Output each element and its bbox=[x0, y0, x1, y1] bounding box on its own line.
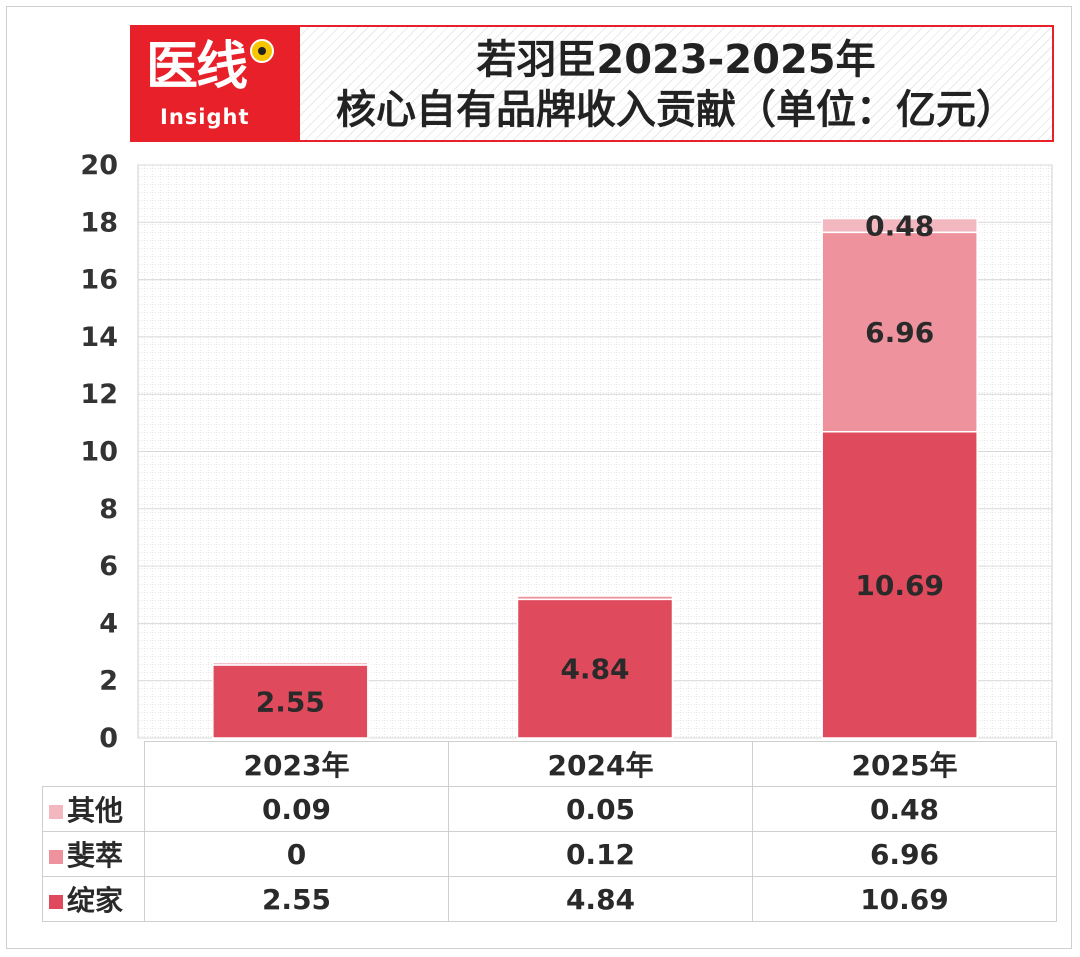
row-header-其他: 其他 bbox=[42, 786, 145, 832]
table-cell: 2.55 bbox=[144, 876, 449, 922]
y-tick-label: 4 bbox=[99, 608, 118, 639]
row-header-斐萃: 斐萃 bbox=[42, 831, 145, 877]
logo-chinese-text: 医线 bbox=[146, 37, 248, 97]
bar-labels: 2.55 4.84 10.69 6.96 0.48 bbox=[256, 209, 944, 718]
table-cell: 6.96 bbox=[752, 831, 1057, 877]
data-label: 10.69 bbox=[855, 569, 944, 602]
bar-segment-绽家 bbox=[821, 430, 978, 739]
legend-swatch-icon bbox=[49, 805, 63, 819]
bar-segment-绽家 bbox=[516, 598, 674, 739]
table-header-cell: 2023年 bbox=[144, 741, 449, 787]
bar-segment-其他 bbox=[821, 217, 978, 234]
data-label: 2.55 bbox=[256, 685, 325, 718]
table-cell: 0.05 bbox=[448, 786, 753, 832]
table-cell: 4.84 bbox=[448, 876, 753, 922]
data-table: 2023年 2024年 2025年 其他 0.09 0.05 0.48 斐萃 0… bbox=[42, 741, 1057, 922]
bars bbox=[212, 217, 978, 739]
data-label: 4.84 bbox=[560, 653, 629, 686]
legend-swatch-icon bbox=[49, 850, 63, 864]
y-tick-label: 8 bbox=[99, 494, 118, 525]
table-cell: 0.48 bbox=[752, 786, 1057, 832]
table-row: 其他 0.09 0.05 0.48 bbox=[42, 786, 1057, 832]
title-line-2: 核心自有品牌收入贡献（单位：亿元） bbox=[336, 87, 1016, 133]
y-tick-label: 6 bbox=[99, 551, 118, 582]
table-cell: 0.09 bbox=[144, 786, 449, 832]
logo-english-text: Insight bbox=[160, 105, 250, 129]
table-row: 绽家 2.55 4.84 10.69 bbox=[42, 876, 1057, 922]
legend-swatch-icon bbox=[49, 895, 63, 909]
y-tick-label: 2 bbox=[99, 666, 118, 697]
chart-title: 若羽臣2023-2025年 核心自有品牌收入贡献（单位：亿元） bbox=[300, 35, 1052, 135]
table-cell: 10.69 bbox=[752, 876, 1057, 922]
y-tick-label: 12 bbox=[80, 379, 118, 410]
y-tick-label: 20 bbox=[80, 150, 118, 181]
logo-eye-icon bbox=[250, 39, 274, 63]
series-name: 斐萃 bbox=[67, 839, 124, 872]
chart-header: 医线 Insight 若羽臣2023-2025年 核心自有品牌收入贡献（单位：亿… bbox=[130, 25, 1054, 142]
data-label: 6.96 bbox=[865, 316, 934, 349]
series-name: 其他 bbox=[67, 794, 124, 827]
bar-segment-其他 bbox=[212, 661, 369, 666]
bar-segment-斐萃 bbox=[821, 231, 978, 433]
table-header-cell: 2024年 bbox=[448, 741, 753, 787]
bar-segment-其他 bbox=[516, 593, 674, 597]
row-header-绽家: 绽家 bbox=[42, 876, 145, 922]
brand-logo: 医线 Insight bbox=[132, 27, 300, 140]
title-box: 若羽臣2023-2025年 核心自有品牌收入贡献（单位：亿元） bbox=[300, 27, 1052, 140]
y-tick-label: 10 bbox=[80, 437, 118, 468]
table-header-cell: 2025年 bbox=[752, 741, 1057, 787]
table-row: 斐萃 0 0.12 6.96 bbox=[42, 831, 1057, 877]
y-tick-label: 18 bbox=[80, 207, 118, 238]
table-cell: 0.12 bbox=[448, 831, 753, 877]
title-line-1: 若羽臣2023-2025年 bbox=[476, 37, 876, 83]
y-tick-label: 14 bbox=[80, 322, 118, 353]
table-corner bbox=[42, 741, 145, 787]
table-header-row: 2023年 2024年 2025年 bbox=[42, 741, 1057, 787]
series-name: 绽家 bbox=[67, 884, 124, 917]
table-cell: 0 bbox=[144, 831, 449, 877]
data-label: 0.48 bbox=[865, 209, 934, 242]
y-tick-label: 16 bbox=[80, 265, 118, 296]
